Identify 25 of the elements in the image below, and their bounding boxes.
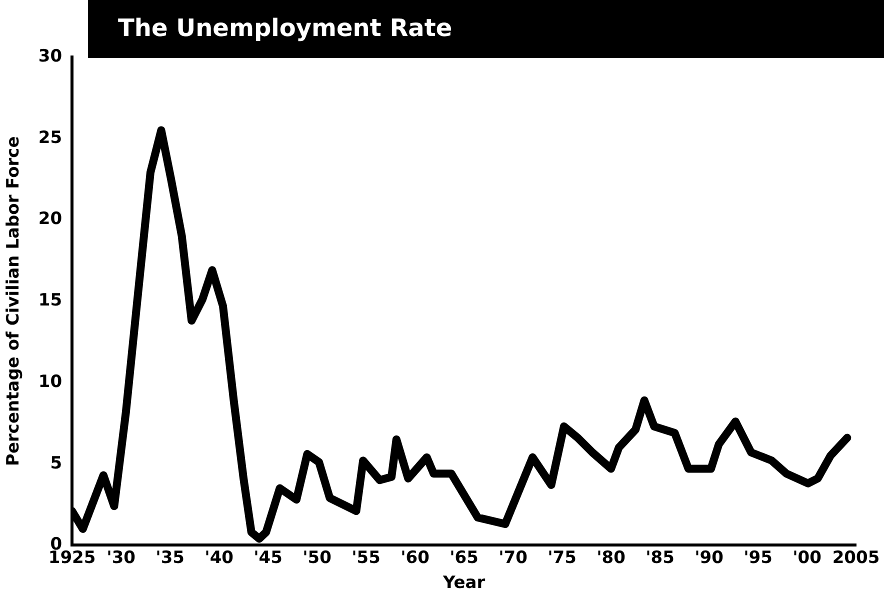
y-tick-label: 20	[38, 209, 62, 230]
title-banner: The Unemployment Rate	[88, 0, 884, 58]
x-tick-label: '45	[254, 548, 282, 568]
x-tick-label: '00	[792, 548, 822, 568]
y-tick-label: 15	[38, 290, 62, 311]
y-tick-label: 25	[38, 128, 62, 148]
x-tick-label: '35	[156, 548, 184, 568]
x-tick-label: '40	[204, 548, 234, 568]
x-tick-label: '65	[450, 548, 478, 568]
y-tick-label: 5	[50, 453, 62, 474]
x-tick-label: '70	[498, 548, 528, 568]
x-tick-label: 2005	[832, 548, 880, 568]
x-tick-label: '75	[548, 548, 576, 568]
y-tick-label: 30	[38, 46, 62, 66]
x-tick-label: '30	[106, 548, 136, 568]
y-tick-label: 10	[38, 372, 62, 392]
x-tick-label: '55	[352, 548, 380, 568]
x-tick-label: '85	[646, 548, 674, 568]
x-tick-label: '90	[694, 548, 724, 568]
x-tick-label: '60	[400, 548, 430, 568]
x-tick-label: '50	[302, 548, 332, 568]
x-tick-label: '95	[744, 548, 772, 568]
x-tick-label: '80	[596, 548, 626, 568]
x-axis-title: Year	[442, 573, 486, 594]
y-axis-title: Percentage of Civilian Labor Force	[4, 136, 24, 466]
